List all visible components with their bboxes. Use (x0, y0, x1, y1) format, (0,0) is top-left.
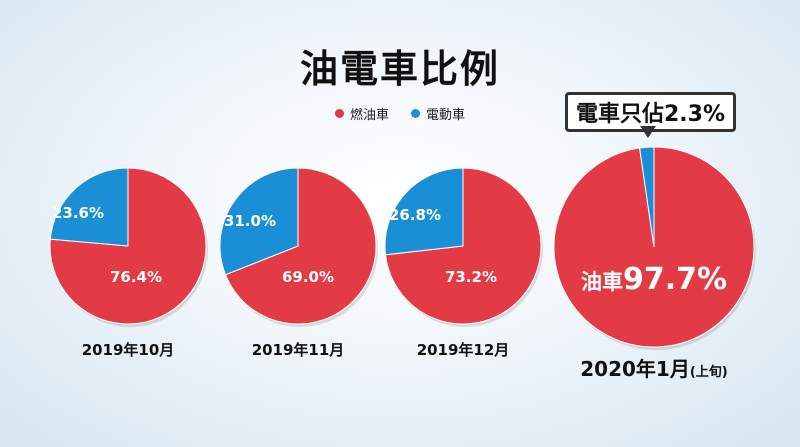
legend-item-ev: 電動車 (411, 104, 465, 123)
pie-caption-date: 2019年12月 (417, 341, 510, 359)
pie-chart-1: 76.4% 23.6% 2019年10月 (49, 167, 208, 359)
slice-label-ev: 31.0% (224, 212, 276, 230)
pie-slice-ev (219, 167, 299, 276)
slice-label-prefix: 油車 (581, 270, 623, 294)
pie-caption-date: 2019年10月 (82, 341, 175, 359)
pie-slice-ev (384, 167, 464, 256)
slice-label-gas: 76.4% (110, 268, 162, 286)
pie-caption-suffix: (上旬) (690, 364, 728, 380)
pie-caption: 2020年1月(上旬) (580, 357, 727, 381)
pie-caption-date: 2019年11月 (252, 341, 345, 359)
callout-pointer (640, 126, 656, 138)
legend-item-gas: 燃油車 (334, 104, 389, 123)
pie-caption-date: 2020年1月 (580, 357, 690, 381)
pie-chart-2: 69.0% 31.0% 2019年11月 (219, 167, 378, 359)
slice-label-gas: 油車97.7% (581, 262, 727, 297)
slice-label-value: 97.7% (623, 262, 727, 297)
chart-title: 油電車比例 (299, 47, 500, 91)
pie-chart-4: 油車97.7% 2020年1月(上旬) (553, 146, 756, 381)
pie-caption: 2019年10月 (82, 341, 175, 359)
pie-slice-gas (224, 167, 377, 325)
pie-slice-ev (639, 146, 655, 248)
pie-caption: 2019年11月 (252, 341, 345, 359)
pie-chart-3: 73.2% 26.8% 2019年12月 (384, 167, 543, 359)
legend-label-ev: 電動車 (426, 108, 466, 123)
pie-slice-gas (49, 167, 207, 325)
ev-share-callout: 電車只佔2.3% (565, 92, 737, 132)
slice-label-ev: 23.6% (52, 204, 104, 222)
pie-caption: 2019年12月 (417, 341, 510, 359)
legend-label-gas: 燃油車 (349, 108, 389, 123)
legend-swatch-gas (334, 109, 344, 118)
legend: 燃油車 電動車 (0, 104, 800, 123)
slice-label-gas: 69.0% (282, 268, 334, 286)
legend-swatch-ev (411, 109, 420, 118)
pie-slice-ev (49, 167, 129, 247)
slice-label-ev: 26.8% (389, 206, 441, 224)
slice-label-gas: 73.2% (445, 268, 497, 286)
